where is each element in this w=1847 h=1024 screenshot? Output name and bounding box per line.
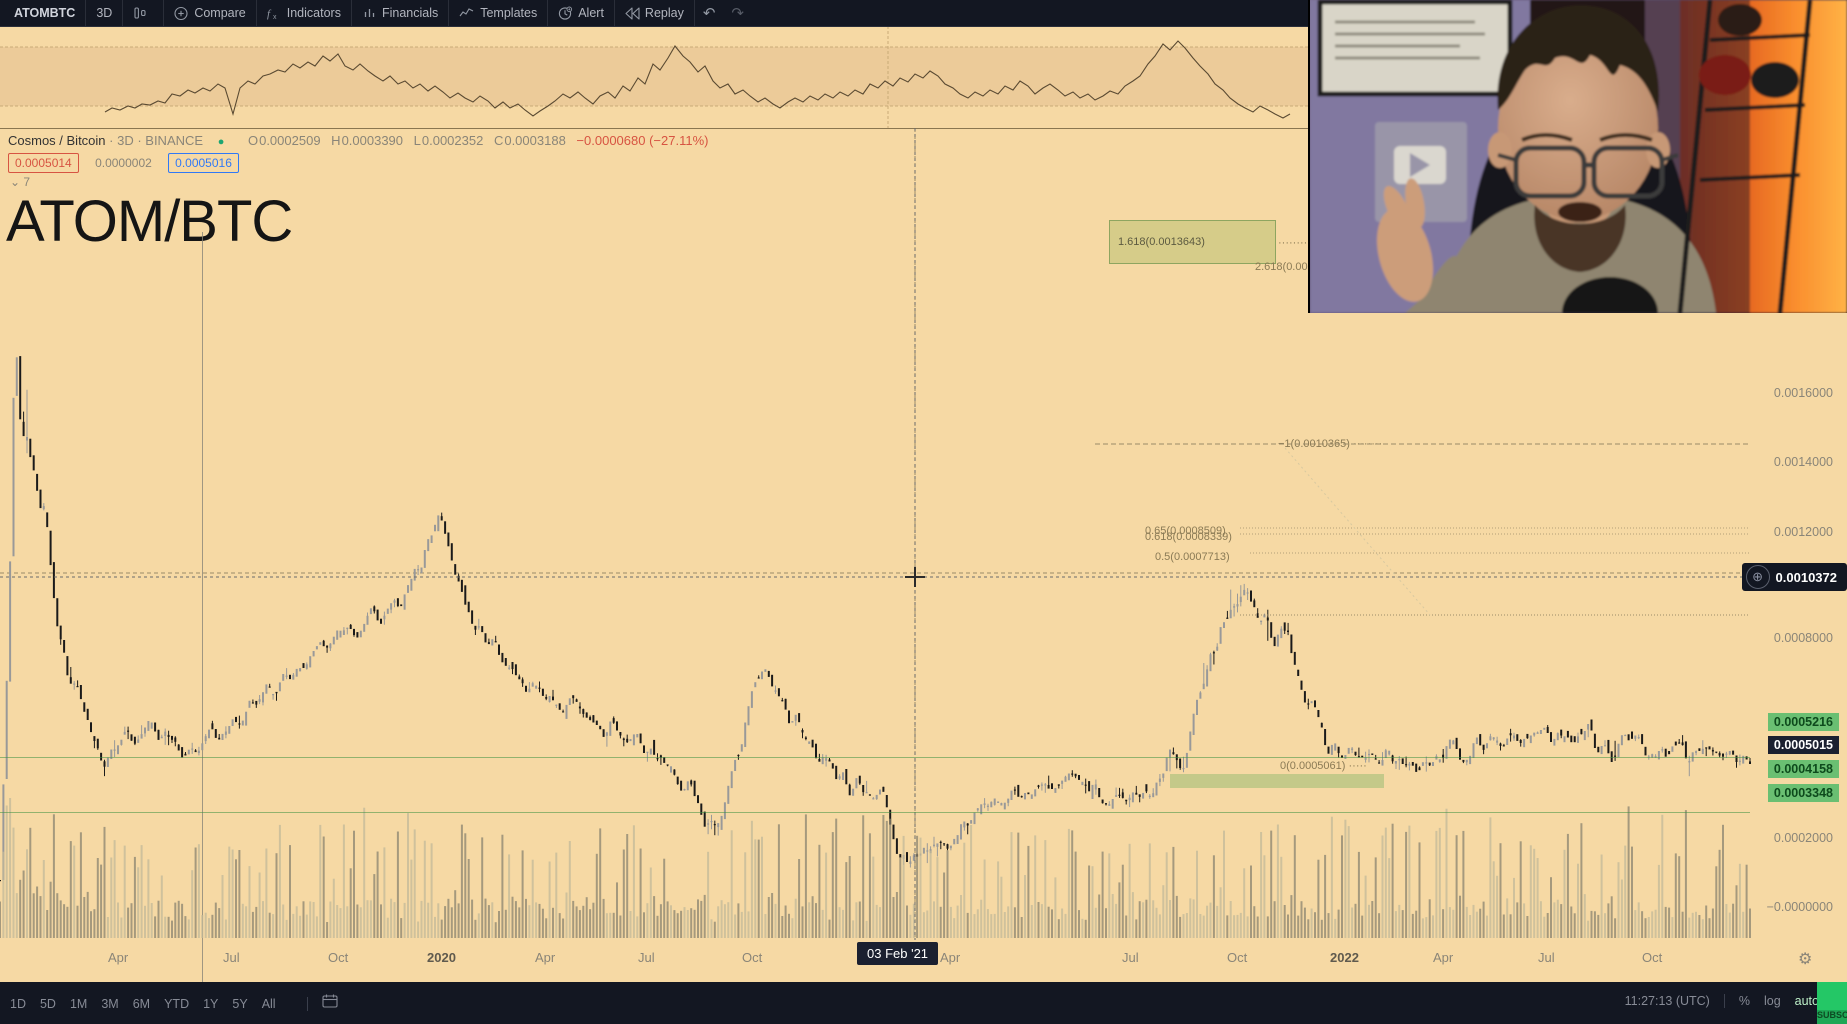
svg-text:x: x (273, 14, 277, 21)
svg-text:f: f (267, 8, 272, 20)
